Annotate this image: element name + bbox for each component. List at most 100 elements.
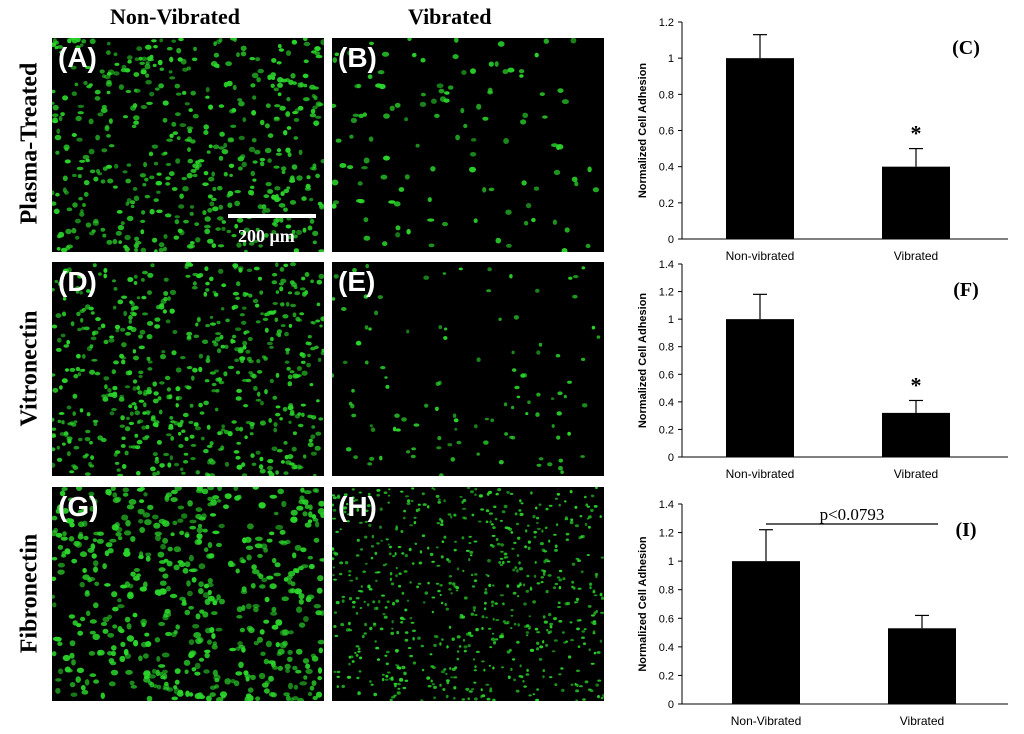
cell <box>141 425 147 430</box>
cell <box>102 563 107 570</box>
cell <box>152 471 157 476</box>
cell <box>190 457 196 461</box>
cell <box>112 391 118 396</box>
cell <box>389 577 392 581</box>
cell <box>395 232 401 238</box>
cell <box>52 190 55 196</box>
cell <box>133 274 138 279</box>
cell <box>485 520 489 524</box>
cell <box>260 401 264 406</box>
cell <box>172 131 178 135</box>
cell <box>373 692 378 697</box>
cell <box>333 625 337 628</box>
cell <box>66 340 71 345</box>
cell <box>288 403 294 407</box>
cell <box>102 616 110 623</box>
cell <box>355 340 362 346</box>
cell <box>139 173 146 178</box>
cell <box>169 289 177 295</box>
cell <box>252 298 259 304</box>
cell <box>255 450 261 455</box>
cell <box>113 287 118 291</box>
cell <box>533 535 537 539</box>
cell <box>577 587 582 590</box>
cell <box>144 632 150 637</box>
cell <box>409 654 413 658</box>
cell <box>404 638 409 642</box>
cell <box>571 562 576 566</box>
cell <box>470 68 476 74</box>
cell <box>215 332 222 336</box>
cell <box>534 561 537 564</box>
cell <box>305 341 310 345</box>
cell <box>442 688 446 691</box>
cell <box>362 634 365 639</box>
cell <box>272 395 278 400</box>
cell <box>121 359 126 365</box>
cell <box>164 681 169 686</box>
cell <box>469 634 474 637</box>
cell <box>283 471 289 475</box>
cell <box>157 59 163 66</box>
cell <box>303 83 308 88</box>
cell <box>430 665 435 668</box>
cell <box>239 627 245 633</box>
cell <box>121 64 127 71</box>
cell <box>313 537 320 543</box>
cell <box>315 173 320 179</box>
cell <box>367 74 373 79</box>
cell <box>104 550 110 557</box>
cell <box>171 39 177 43</box>
cell <box>570 38 577 44</box>
cell <box>134 433 139 438</box>
cell <box>270 611 278 616</box>
cell <box>151 415 156 420</box>
cell <box>459 495 463 498</box>
cell <box>385 674 389 678</box>
cell <box>235 396 242 401</box>
y-tick-label: 1 <box>668 314 674 326</box>
cell <box>586 554 590 556</box>
cell <box>57 641 63 646</box>
cell <box>181 429 186 433</box>
cell <box>590 508 594 513</box>
cell <box>70 321 75 327</box>
cell <box>429 653 433 656</box>
cell <box>218 523 225 529</box>
cell <box>194 426 201 431</box>
cell <box>195 322 199 327</box>
cell <box>527 546 531 550</box>
cell <box>363 600 366 603</box>
cell <box>191 577 197 583</box>
cell <box>489 520 492 524</box>
cell <box>89 231 95 236</box>
cell <box>159 381 165 385</box>
cell <box>423 275 430 280</box>
cell <box>433 643 437 648</box>
cell <box>52 576 57 581</box>
cell <box>93 531 101 536</box>
cell <box>62 508 69 514</box>
cell <box>271 76 276 80</box>
cell <box>492 698 496 701</box>
cell <box>437 498 441 501</box>
cell <box>561 248 568 252</box>
cell <box>467 697 470 700</box>
cell <box>170 436 175 441</box>
cell <box>276 651 282 657</box>
cell <box>145 44 152 50</box>
cell <box>282 406 288 412</box>
cell <box>396 630 400 635</box>
cell <box>364 562 368 565</box>
cell <box>583 628 587 631</box>
cell <box>334 552 339 556</box>
cell <box>64 190 69 195</box>
cell <box>439 584 443 587</box>
cell <box>393 426 397 432</box>
cell <box>195 507 203 512</box>
cell <box>257 68 264 74</box>
cell <box>341 506 346 510</box>
cell <box>534 52 539 58</box>
cell <box>206 355 210 360</box>
cell <box>518 509 522 512</box>
